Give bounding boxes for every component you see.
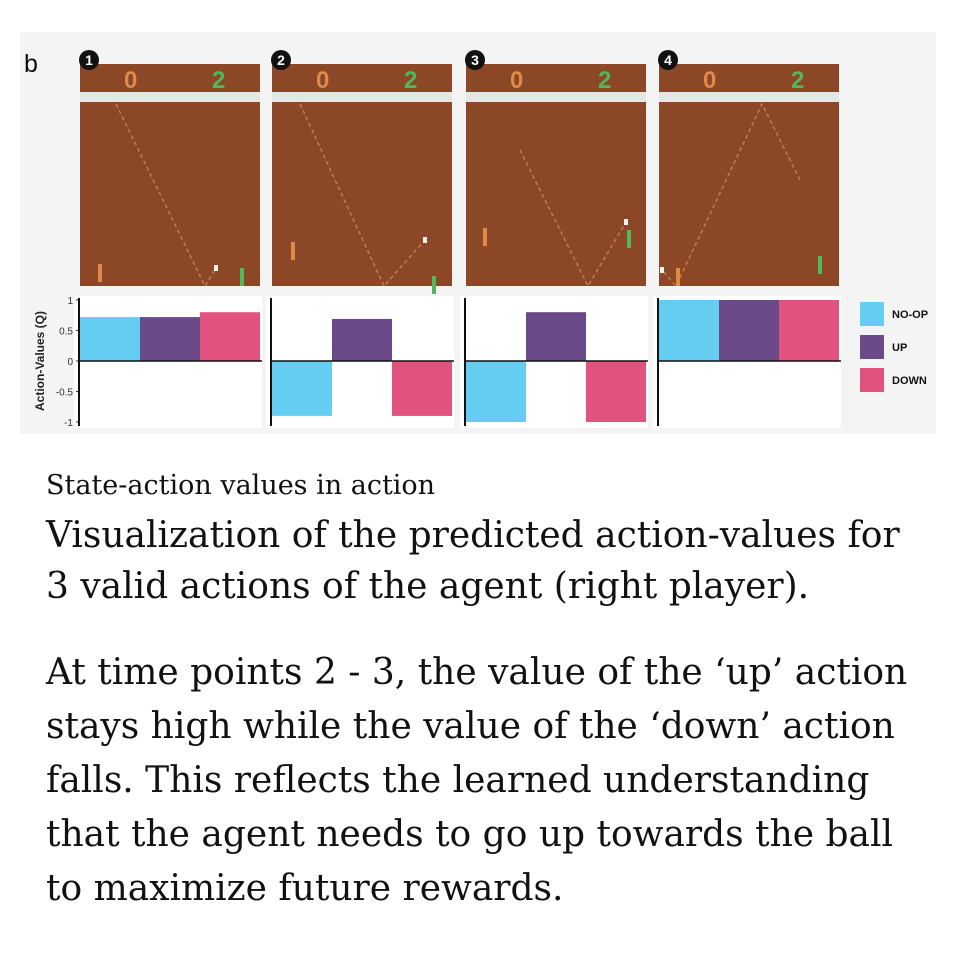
y-tick-label: 0 [67, 357, 73, 368]
q-value-bar-chart: 1 0.5 0 -0.5 -1 Action-Values (Q) [33, 296, 841, 429]
game-frame: 0 2 1 [79, 50, 260, 288]
frame-number: 3 [471, 52, 479, 68]
ball [624, 219, 628, 225]
bar-down [586, 361, 646, 422]
score-right: 2 [212, 67, 225, 94]
top-wall [466, 92, 646, 102]
bar-up [526, 312, 586, 361]
y-tick-label: -1 [64, 418, 73, 429]
right-paddle [627, 230, 631, 248]
caption-lead: Visualization of the predicted action-va… [46, 515, 900, 607]
ball [214, 265, 218, 271]
score-left: 0 [703, 67, 716, 94]
bar-down [779, 300, 839, 361]
y-tick-label: -0.5 [56, 388, 74, 399]
legend-label: NO-OP [892, 309, 928, 321]
legend-swatch [860, 368, 884, 392]
game-frame: 0 2 3 [465, 50, 646, 288]
frame-number-badge [271, 50, 291, 70]
left-paddle [291, 242, 295, 260]
right-paddle [432, 276, 436, 294]
top-wall [272, 92, 452, 102]
frame-number: 2 [277, 52, 285, 68]
score-left: 0 [510, 67, 523, 94]
y-tick-label: 0.5 [59, 327, 73, 338]
right-paddle [240, 268, 244, 286]
frame-number-badge [79, 50, 99, 70]
bar-up [332, 318, 392, 361]
ball [660, 267, 664, 273]
bar-no-op [272, 361, 332, 416]
ball [423, 237, 427, 243]
panel-letter: b [24, 50, 38, 78]
game-frame: 0 2 4 [658, 50, 839, 288]
score-right: 2 [598, 67, 611, 94]
bar-up [719, 300, 779, 361]
left-paddle [676, 268, 680, 286]
top-wall [659, 92, 839, 102]
ball-trail [519, 149, 627, 288]
legend-swatch [860, 302, 884, 326]
bar-up [140, 317, 200, 361]
ball-trail [299, 103, 426, 288]
y-tick-label: 1 [67, 296, 73, 307]
y-axis-label: Action-Values (Q) [33, 311, 47, 411]
frame-number-badge [658, 50, 678, 70]
legend: NO-OP UP DOWN [860, 302, 928, 392]
bar-down [200, 312, 260, 361]
game-frames: 0 2 1 0 2 2 0 2 3 0 2 4 [79, 50, 839, 294]
score-right: 2 [791, 67, 804, 94]
bar-no-op [80, 317, 140, 361]
left-paddle [98, 264, 102, 282]
score-right: 2 [404, 67, 417, 94]
action-values-figure: b 0 2 1 0 2 2 0 2 3 0 2 4 1 0.5 0 -0.5 -1 Action-Values … [20, 32, 936, 434]
caption-body: At time points 2 - 3, the value of the ‘… [46, 652, 908, 909]
score-left: 0 [316, 67, 329, 94]
game-frame: 0 2 2 [271, 50, 452, 294]
frame-number: 4 [664, 52, 672, 68]
bar-no-op [466, 361, 526, 422]
left-paddle [483, 228, 487, 246]
bar-down [392, 361, 452, 416]
bar-no-op [659, 300, 719, 361]
legend-label: DOWN [892, 375, 927, 387]
ball-trail [661, 102, 801, 288]
right-paddle [818, 256, 822, 274]
legend-label: UP [892, 342, 907, 354]
caption-title: State-action values in action [46, 470, 436, 501]
frame-number-badge [465, 50, 485, 70]
top-wall [80, 92, 260, 102]
frame-number: 1 [85, 52, 93, 68]
score-left: 0 [124, 67, 137, 94]
legend-swatch [860, 335, 884, 359]
